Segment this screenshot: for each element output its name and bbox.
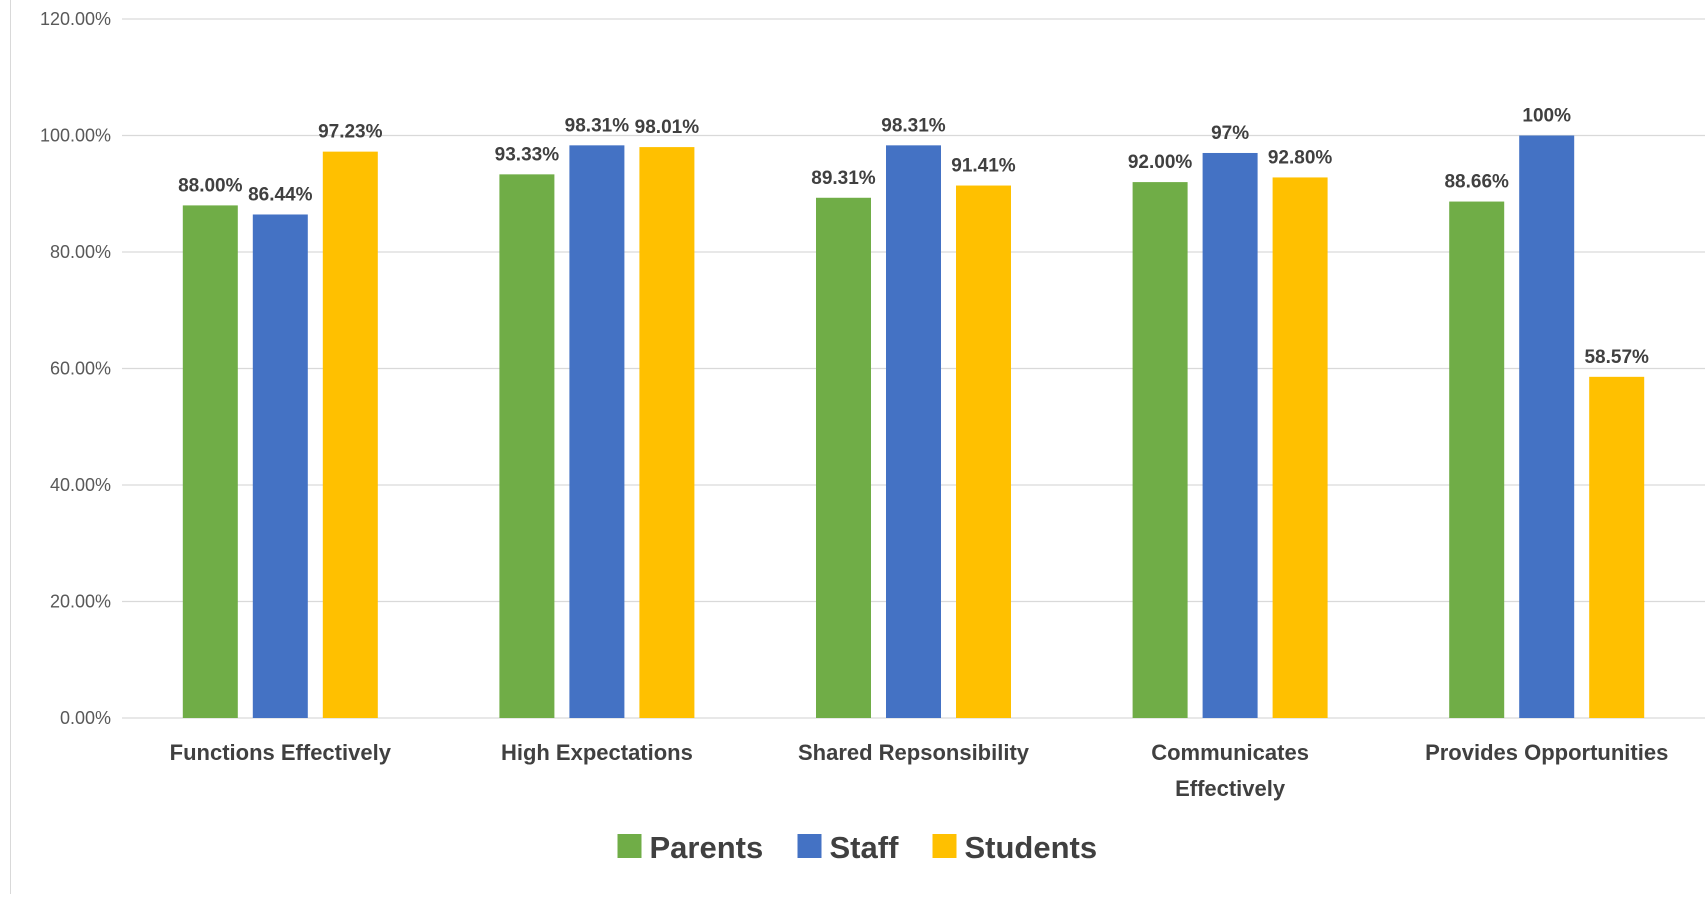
data-label: 100% — [1522, 106, 1571, 127]
x-category-label: High Expectations — [501, 740, 693, 765]
data-label: 91.41% — [951, 156, 1016, 177]
x-axis-categories: Functions Effectively High Expectations Sh… — [170, 740, 1669, 801]
x-category-label: Shared Repsonsibility — [798, 740, 1030, 765]
y-tick-label: 20.00% — [50, 592, 111, 612]
y-tick-label: 80.00% — [50, 242, 111, 262]
bar-students — [322, 151, 378, 718]
x-category-label: Provides Opportunities — [1425, 740, 1668, 765]
data-label: 58.57% — [1584, 347, 1649, 368]
bar-staff — [1519, 135, 1575, 718]
bar-staff — [886, 145, 941, 719]
bars — [182, 135, 1645, 719]
data-label: 92.00% — [1128, 152, 1193, 173]
bar-students — [639, 147, 695, 719]
data-label: 88.00% — [178, 175, 243, 196]
bar-parents — [1449, 201, 1505, 719]
y-tick-label: 40.00% — [50, 475, 111, 495]
data-label: 98.01% — [635, 117, 700, 138]
legend-label-staff: Staff — [830, 830, 900, 865]
data-labels: 88.00% 93.33% 89.31% 92.00% 88.66% 86.44% 98.3… — [178, 106, 1649, 368]
data-label: 97.23% — [318, 122, 383, 143]
bar-students — [1589, 376, 1645, 718]
x-category-label: Effectively — [1175, 776, 1286, 801]
y-tick-label: 120.00% — [40, 9, 111, 29]
legend-swatch-students — [932, 834, 957, 858]
legend-swatch-parents — [617, 834, 642, 858]
bar-students — [956, 185, 1011, 718]
bar-students — [1272, 177, 1328, 718]
bar-parents — [816, 197, 871, 718]
bar-parents — [182, 205, 238, 718]
bar-staff — [252, 214, 308, 718]
x-category-label: Functions Effectively — [170, 740, 392, 765]
data-label: 97% — [1211, 123, 1249, 144]
y-tick-label: 0.00% — [60, 708, 111, 728]
bar-staff — [569, 145, 625, 719]
y-axis-ticks: 0.00% 20.00% 40.00% 60.00% 80.00% 100.00% 120.… — [40, 9, 111, 728]
bar-parents — [499, 174, 555, 718]
data-label: 86.44% — [248, 184, 313, 205]
legend-label-parents: Parents — [650, 830, 764, 865]
bar-staff — [1202, 152, 1258, 719]
data-label: 98.31% — [881, 115, 946, 136]
data-label: 93.33% — [495, 144, 560, 165]
y-tick-label: 100.00% — [40, 126, 111, 146]
legend-label-students: Students — [965, 830, 1098, 865]
x-category-label: Communicates — [1151, 740, 1309, 765]
legend-swatch-staff — [797, 834, 822, 858]
legend: Parents Staff Students — [617, 830, 1098, 865]
data-label: 88.66% — [1444, 172, 1509, 193]
chart-border — [10, 0, 11, 894]
y-tick-label: 60.00% — [50, 359, 111, 379]
data-label: 92.80% — [1268, 147, 1333, 168]
bar-parents — [1132, 182, 1188, 719]
data-label: 98.31% — [565, 115, 630, 136]
data-label: 89.31% — [811, 168, 876, 189]
